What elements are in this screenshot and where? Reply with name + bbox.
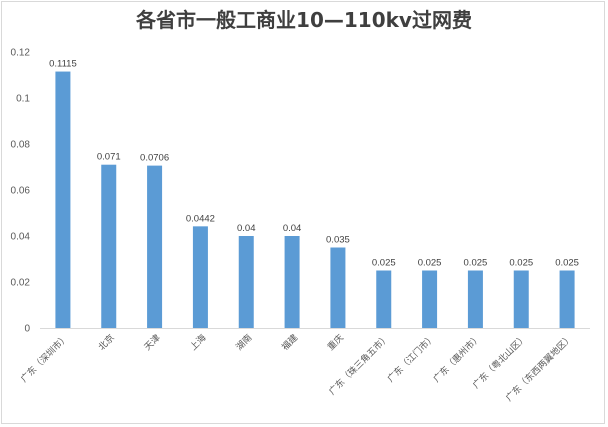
bar: [284, 236, 300, 328]
y-tick-label: 0.1: [16, 94, 30, 105]
x-tick-label: 广东（惠州市）: [430, 332, 483, 385]
data-label: 0.1115: [49, 59, 77, 70]
x-tick-label: 广东（江门市）: [385, 332, 438, 385]
data-label: 0.04: [283, 223, 302, 234]
bar: [513, 270, 529, 328]
x-tick-label: 湖南: [233, 332, 254, 353]
bar: [330, 247, 346, 328]
x-tick-label: 福建: [279, 332, 300, 353]
bar: [192, 226, 208, 328]
data-label: 0.0442: [186, 213, 215, 224]
y-tick-label: 0.04: [11, 232, 31, 243]
y-tick-label: 0.08: [11, 140, 31, 151]
bar-series: [55, 71, 575, 329]
data-label: 0.071: [97, 152, 121, 163]
data-label: 0.025: [372, 258, 396, 269]
y-tick-label: 0.06: [11, 186, 31, 197]
data-label: 0.025: [509, 258, 533, 269]
bar: [467, 270, 483, 328]
data-label: 0.025: [464, 258, 488, 269]
y-axis: 0 0.02 0.04 0.06 0.08 0.1 0.12: [11, 48, 590, 335]
y-tick-label: 0.12: [11, 48, 31, 59]
data-labels: 0.1115 0.071 0.0706 0.0442 0.04 0.04 0.035 0.02…: [49, 59, 579, 269]
x-tick-label: 北京: [96, 332, 117, 353]
x-tick-label: 重庆: [325, 332, 346, 353]
y-tick-label: 0: [24, 324, 30, 335]
x-tick-label: 广东（深圳市）: [18, 332, 71, 385]
data-label: 0.04: [237, 223, 256, 234]
bar: [422, 270, 438, 328]
bar: [55, 71, 71, 329]
chart-title: 各省市一般工商业10—110kv过网费: [136, 8, 472, 32]
bar: [238, 236, 254, 328]
data-label: 0.025: [555, 258, 579, 269]
x-tick-label: 天津: [142, 332, 163, 353]
bar: [376, 270, 392, 328]
x-tick-label: 上海: [187, 332, 208, 353]
bar: [101, 164, 117, 328]
data-label: 0.025: [418, 258, 442, 269]
x-axis: 广东（深圳市） 北京 天津 上海 湖南 福建 重庆广东（珠三角五市）广东（江门市）广东（惠州…: [18, 332, 575, 404]
bar: [147, 165, 163, 328]
data-label: 0.0706: [140, 153, 169, 164]
data-label: 0.035: [326, 235, 350, 246]
y-tick-label: 0.02: [11, 278, 31, 289]
bar: [559, 270, 575, 328]
